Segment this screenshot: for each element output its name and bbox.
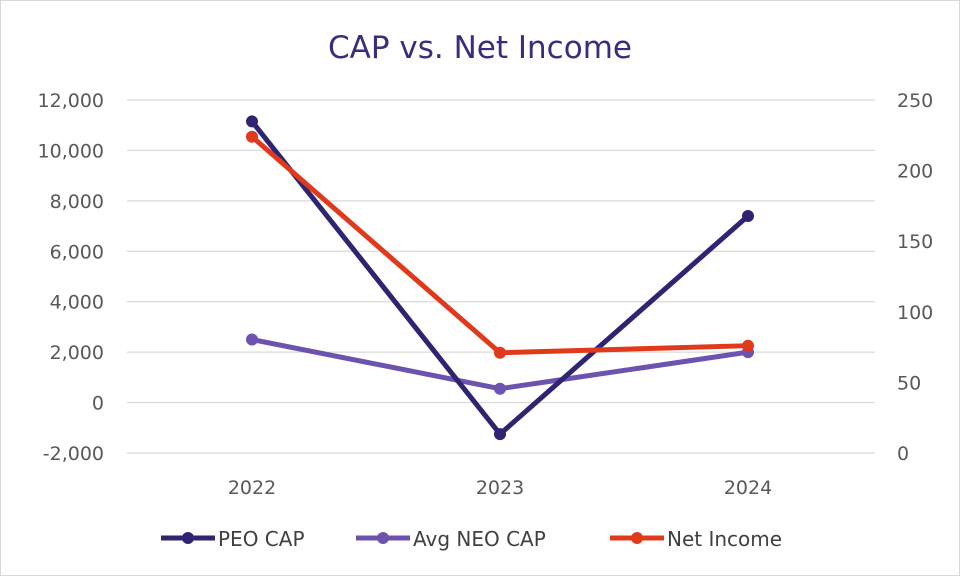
x-tick-label: 2024 bbox=[724, 477, 772, 499]
left-tick-label: 2,000 bbox=[50, 342, 104, 364]
legend-item-avg-neo-cap: Avg NEO CAP bbox=[356, 527, 546, 551]
x-axis-ticks: 2022 2023 2024 bbox=[228, 477, 772, 499]
x-tick-label: 2022 bbox=[228, 477, 276, 499]
data-point-peo-cap bbox=[494, 428, 506, 441]
x-tick-label: 2023 bbox=[476, 477, 524, 499]
legend-label: Net Income bbox=[667, 527, 782, 551]
series-avg-neo-cap bbox=[246, 333, 754, 395]
left-tick-label: 6,000 bbox=[50, 241, 104, 263]
left-tick-label: 4,000 bbox=[50, 292, 104, 314]
chart-title: CAP vs. Net Income bbox=[328, 30, 632, 66]
left-tick-label: 8,000 bbox=[50, 191, 104, 213]
legend-label: PEO CAP bbox=[218, 527, 305, 551]
right-tick-label: 200 bbox=[897, 161, 933, 183]
data-point-avg-neo-cap bbox=[246, 333, 258, 346]
left-tick-label: 12,000 bbox=[38, 90, 104, 112]
series-peo-cap bbox=[246, 115, 754, 441]
right-tick-label: 150 bbox=[897, 231, 933, 253]
left-axis-ticks: -2,000 0 2,000 4,000 6,000 8,000 10,000 12,000 bbox=[38, 90, 104, 465]
right-tick-label: 250 bbox=[897, 90, 933, 112]
data-point-net-income bbox=[742, 339, 754, 352]
left-tick-label: 10,000 bbox=[38, 140, 104, 162]
legend-swatch-marker bbox=[631, 532, 643, 544]
legend-label: Avg NEO CAP bbox=[413, 527, 546, 551]
data-point-avg-neo-cap bbox=[494, 382, 506, 395]
series-net-income bbox=[246, 130, 754, 359]
legend-item-peo-cap: PEO CAP bbox=[161, 527, 305, 551]
left-tick-label: -2,000 bbox=[43, 443, 104, 465]
right-tick-label: 0 bbox=[897, 443, 909, 465]
data-point-peo-cap bbox=[742, 209, 754, 222]
right-tick-label: 50 bbox=[897, 372, 921, 394]
right-tick-label: 100 bbox=[897, 302, 933, 324]
data-point-net-income bbox=[494, 346, 506, 359]
series-group bbox=[246, 115, 754, 441]
legend-swatch-marker bbox=[377, 532, 389, 544]
data-point-peo-cap bbox=[246, 115, 258, 128]
gridlines bbox=[127, 99, 875, 454]
right-axis-ticks: 0 50 100 150 200 250 bbox=[897, 90, 933, 465]
legend: PEO CAP Avg NEO CAP Net Income bbox=[161, 527, 782, 551]
legend-swatch-marker bbox=[182, 532, 194, 544]
data-point-net-income bbox=[246, 130, 258, 143]
series-line-net-income bbox=[249, 134, 751, 356]
legend-item-net-income: Net Income bbox=[610, 527, 782, 551]
left-tick-label: 0 bbox=[92, 393, 104, 415]
